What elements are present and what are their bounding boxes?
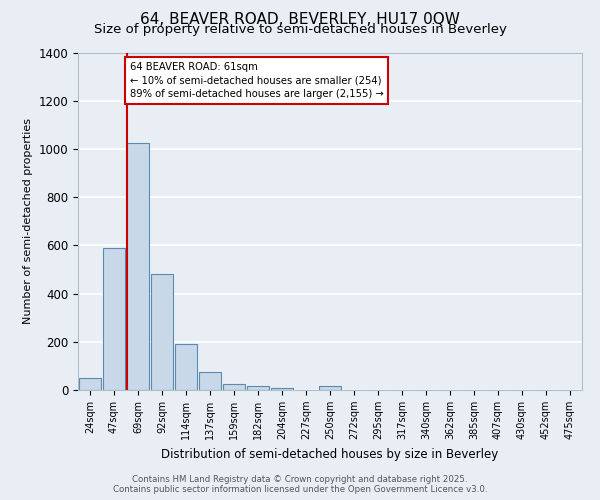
Bar <box>151 274 173 390</box>
Bar <box>271 388 293 390</box>
Bar <box>79 378 101 390</box>
Bar <box>103 248 125 390</box>
Bar <box>175 344 197 390</box>
Text: 64, BEAVER ROAD, BEVERLEY, HU17 0QW: 64, BEAVER ROAD, BEVERLEY, HU17 0QW <box>140 12 460 28</box>
Bar <box>199 372 221 390</box>
Bar <box>223 384 245 390</box>
Text: Size of property relative to semi-detached houses in Beverley: Size of property relative to semi-detach… <box>94 22 506 36</box>
Y-axis label: Number of semi-detached properties: Number of semi-detached properties <box>23 118 33 324</box>
X-axis label: Distribution of semi-detached houses by size in Beverley: Distribution of semi-detached houses by … <box>161 448 499 460</box>
Bar <box>127 143 149 390</box>
Text: Contains HM Land Registry data © Crown copyright and database right 2025.
Contai: Contains HM Land Registry data © Crown c… <box>113 474 487 494</box>
Bar <box>319 386 341 390</box>
Text: 64 BEAVER ROAD: 61sqm
← 10% of semi-detached houses are smaller (254)
89% of sem: 64 BEAVER ROAD: 61sqm ← 10% of semi-deta… <box>130 62 383 98</box>
Bar <box>247 386 269 390</box>
